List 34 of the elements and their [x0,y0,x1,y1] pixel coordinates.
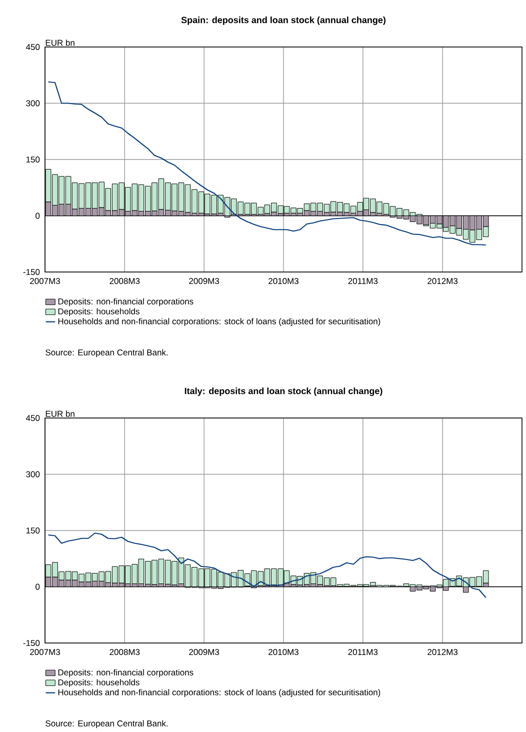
y-tick-label: 300 [26,471,40,478]
y-tick-label: 450 [26,415,40,422]
x-tick-label: 2007M3 [30,649,60,656]
x-tick-label: 2010M3 [268,649,298,656]
source-note: Source: European Central Bank. [46,720,168,728]
y-tick-label: 150 [26,528,40,534]
y-tick-label: -150 [23,269,40,276]
x-tick-label: 2011M3 [348,649,378,656]
legend-label: Deposits: households [58,308,140,316]
y-tick-label: 0 [36,584,40,590]
legend-label: Households and non-financial corporations: stock of loans (adjusted for securitisation) [58,318,380,326]
x-tick-label: 2007M3 [30,278,60,284]
x-tick-label: 2008M3 [110,278,140,284]
y-tick-label: 150 [26,156,40,163]
legend-label: Households and non-financial corporations: stock of loans (adjusted for securitisation) [58,689,380,697]
y-tick-label: 300 [26,100,40,106]
x-tick-label: 2009M3 [189,649,220,656]
chart-title: Italy: deposits and loan stock (annual change) [184,388,382,396]
legend-label: Deposits: non-financial corporations [58,298,194,306]
x-tick-label: 2011M3 [348,278,378,284]
x-tick-label: 2008M3 [110,649,140,656]
x-tick-label: 2009M3 [189,278,220,284]
y-tick-label: 450 [26,44,40,50]
source-note: Source: European Central Bank. [46,349,168,358]
y-axis-title: EUR bn [46,40,74,46]
y-tick-label: 0 [36,212,40,219]
x-tick-label: 2012M3 [428,649,458,656]
legend-label: Deposits: households [58,679,140,688]
y-axis-title: EUR bn [46,410,74,417]
x-tick-label: 2012M3 [428,278,458,284]
y-tick-label: -150 [23,640,40,646]
chart-title: Spain: deposits and loan stock (annual change) [181,16,386,25]
x-tick-label: 2010M3 [268,278,298,284]
legend-label: Deposits: non-financial corporations [58,669,194,678]
